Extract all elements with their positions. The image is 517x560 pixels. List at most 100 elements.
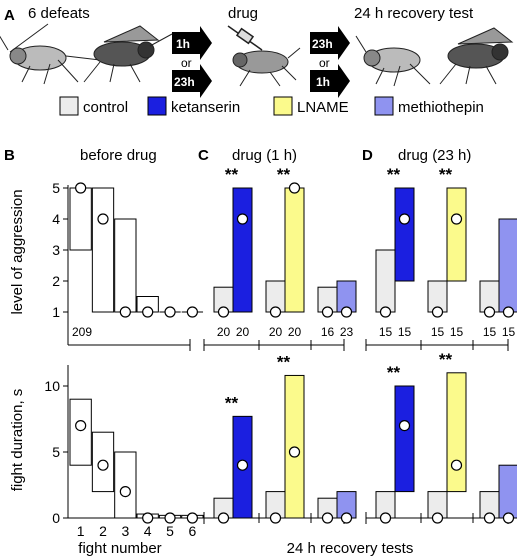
panel-d-bottom-plot: ** ** [365,350,517,524]
panel-c-top-plot: 20 20 ** 20 20 ** 16 23 [203,165,357,351]
panel-c-top-significance: ** [277,165,291,184]
panel-d-top-plot: 15 15 ** 15 15 ** 15 15 [365,165,517,351]
panel-d-top-bar-ketanserin [394,187,415,282]
panel-b-top-bar [114,218,137,313]
panel-b-top-median [142,306,154,318]
panel-d-letter: D [362,147,373,164]
legend-label-LNAME: LNAME [297,99,349,116]
panel-d-title: drug (23 h) [398,147,471,164]
panel-d-bottom-median-control [431,512,444,524]
panel-d-bottom-bar-ketanserin [394,385,415,493]
panel-c-top-median-ketanserin [236,213,249,225]
panel-b-top-bar [69,187,92,251]
syringe-icon [227,25,263,51]
panel-b-bottom-x-tick-label: 3 [121,523,129,539]
panel-c-top-median-control [217,306,230,318]
panel-b-bottom-median [119,486,131,498]
legend-label-control: control [83,99,128,116]
panel-b-bottom-x-tick-label: 6 [188,523,196,539]
panel-d-top-n-label: 15 [483,325,497,339]
panel-b-top-y-tick-label: 2 [52,273,60,289]
panel-b-top-median [97,213,109,225]
arrow-2-top-label: 23h [312,37,333,51]
panel-d-top-bar-methiothepin [498,218,517,313]
y-axis-title-aggression: level of aggression [9,189,26,314]
panel-d-bottom-significance: ** [439,350,453,369]
panel-c-bottom-plot: ** ** [203,352,357,524]
panel-b-top-median [75,182,87,194]
panel-b-top-median [186,306,198,318]
panel-c-top-n-label: 23 [340,325,354,339]
panel-d-top-bar-control [375,249,396,313]
panel-d-top-n-label: 15 [502,325,516,339]
legend-swatch-methiothepin [374,96,394,116]
panel-b-top-median [119,306,131,318]
panel-d-top-significance: ** [439,165,453,184]
legend-swatch-ketanserin [147,96,167,116]
legend-label-ketanserin: ketanserin [171,99,240,116]
panel-c-top-significance: ** [225,165,239,184]
panel-d-top-median-control [431,306,444,318]
panel-d-top-n-label: 15 [379,325,393,339]
cricket-pair-1-icon [0,23,173,85]
timing-arrow-1: 1h or 23h [172,26,212,98]
panel-b-top-y-tick-label: 3 [52,242,60,258]
panel-d-top-bar-LNAME [446,187,467,282]
panel-b-bottom-x-tick-label: 1 [77,523,85,539]
panel-d-top-significance: ** [387,165,401,184]
panel-c-bottom-median-methiothepin [340,512,353,524]
panel-d-bottom-median-ketanserin [398,420,411,432]
panel-d-top-median-control [379,306,392,318]
panel-d-bottom-significance: ** [387,363,401,382]
panel-c-letter: C [198,147,209,164]
x-axis-title-fight-number: fight number [78,540,161,557]
panel-b-top-median [164,306,176,318]
panel-b-bottom-bar [69,398,92,466]
timing-arrow-2: 23h or 1h [310,26,350,98]
panel-b-n-label: 209 [72,325,92,339]
panel-b-bottom-median [75,420,87,432]
panel-b-bottom-median [97,459,109,471]
legend-swatch-control [59,96,79,116]
panel-c-bottom-median-control [269,512,282,524]
arrow-2-or-label: or [319,56,330,70]
panel-c-bottom-median-ketanserin [236,459,249,471]
panel-d-bottom-median-control [379,512,392,524]
panel-b-bottom-x-tick-label: 4 [144,523,152,539]
panel-d-bottom-median-control [483,512,496,524]
panel-d-bottom-bar-LNAME [446,372,467,493]
panel-c-top-bar-ketanserin [232,187,253,313]
panel-b-bottom-x-tick-label: 5 [166,523,174,539]
panel-b-bottom-median [142,512,154,524]
panel-c-bottom-median-LNAME [288,446,301,458]
panel-c-top-n-label: 20 [269,325,283,339]
panel-d-top-median-LNAME [450,213,463,225]
panel-d-bottom-bar-methiothepin [498,464,517,519]
panel-b-top-y-tick-label: 4 [52,211,60,227]
panel-b-bottom-y-tick-label: 10 [44,378,60,394]
panel-d-top-median-ketanserin [398,213,411,225]
arrow-1-top-label: 1h [176,37,190,51]
panel-d-top-n-label: 15 [450,325,464,339]
panel-c-bottom-significance: ** [277,352,291,371]
panel-d-bottom-median-LNAME [450,459,463,471]
panel-b-top-bar [91,187,115,313]
panel-b-bottom-y-tick-label: 0 [52,510,60,526]
panel-b-bottom-median [164,512,176,524]
panel-c-top-bar-LNAME [284,187,305,313]
panel-c-top-median-methiothepin [340,306,353,318]
panel-b-bottom-bar [114,451,137,519]
legend-swatch-LNAME [273,96,293,116]
panel-d-bottom-median-methiothepin [502,512,515,524]
panel-c-bottom-median-control [321,512,334,524]
panel-a-letter: A [4,7,15,24]
panel-c-top-n-label: 20 [236,325,250,339]
arrow-2-bottom-label: 1h [316,75,330,89]
panel-b-title: before drug [80,147,157,164]
legend-label-methiothepin: methiothepin [398,99,484,116]
panel-c-title: drug (1 h) [232,147,297,164]
panel-b-top-plot: 1 2 3 4 5 [52,180,204,351]
panel-a: A 6 defeats drug 24 h recovery test 1h o… [0,5,514,98]
